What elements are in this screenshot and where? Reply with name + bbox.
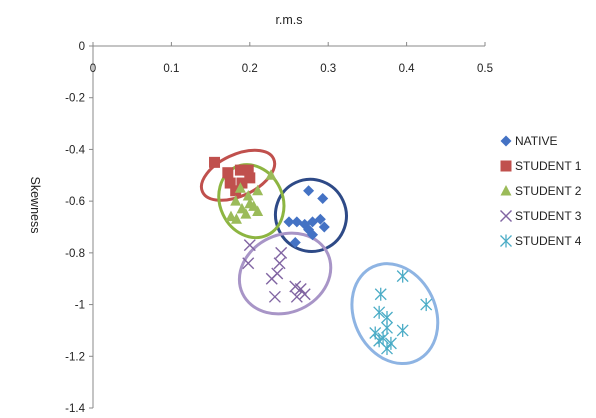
y-tick-label: -0.8 <box>65 248 85 260</box>
data-point-student-3 <box>298 288 311 301</box>
data-point-student-3 <box>243 239 256 252</box>
y-tick-label: 0 <box>79 41 85 53</box>
legend-item-student-1: STUDENT 1 <box>500 159 582 173</box>
data-point-student-3 <box>268 290 281 303</box>
cluster-outline-student-3 <box>237 231 333 316</box>
legend-item-native: NATIVE <box>500 134 557 148</box>
x-tick-label: 0 <box>90 63 96 75</box>
data-point-student-3 <box>273 257 286 270</box>
cluster-outlines <box>199 148 440 366</box>
data-point-native <box>317 193 329 205</box>
y-tick-label: -0.4 <box>65 144 85 156</box>
legend-marker-student-3 <box>500 210 512 222</box>
y-tick-label: -1.2 <box>65 351 85 363</box>
data-points <box>209 156 433 356</box>
data-point-native <box>318 221 330 233</box>
legend-label-student-3: STUDENT 3 <box>515 209 582 223</box>
axes: 0 0.1 0.2 0.3 0.4 0.5 0 -0.2 -0.4 -0.6 -0.8 -1 -1.2 -… <box>65 41 493 415</box>
data-point-native <box>289 237 301 249</box>
x-tick-label: 0.5 <box>477 63 493 75</box>
y-tick-label: -1 <box>75 300 85 312</box>
data-point-student-1 <box>224 177 236 189</box>
data-point-student-2 <box>242 189 254 201</box>
data-point-native <box>283 216 295 228</box>
legend-marker-student-2 <box>500 185 512 196</box>
data-point-student-3 <box>242 257 255 270</box>
cluster-outline-student-4 <box>350 262 440 366</box>
y-tick-label: -0.2 <box>65 93 85 105</box>
data-point-student-4 <box>396 269 409 283</box>
legend: NATIVE STUDENT 1 STUDENT 2 STUDENT 3 STUDENT… <box>500 134 582 248</box>
data-point-student-2 <box>252 205 264 216</box>
data-point-student-2 <box>240 208 252 219</box>
data-point-student-1 <box>222 167 234 179</box>
legend-marker-native <box>500 135 512 147</box>
legend-label-student-4: STUDENT 4 <box>515 234 582 248</box>
y-axis-title: Skewness <box>28 177 42 234</box>
data-point-student-1 <box>230 185 242 197</box>
data-point-student-4 <box>373 334 386 348</box>
data-point-student-2 <box>234 182 246 193</box>
data-point-student-3 <box>265 272 278 285</box>
data-point-student-1 <box>234 164 246 176</box>
data-point-student-2 <box>265 169 277 180</box>
legend-item-student-3: STUDENT 3 <box>500 209 582 223</box>
data-point-student-2 <box>230 213 242 224</box>
legend-item-student-4: STUDENT 4 <box>500 234 582 248</box>
y-tick-label: -1.4 <box>65 403 85 415</box>
data-point-student-3 <box>294 283 307 296</box>
data-point-student-1 <box>236 177 248 189</box>
data-point-native <box>303 185 315 197</box>
legend-label-student-1: STUDENT 1 <box>515 159 582 173</box>
data-point-student-4 <box>374 287 387 301</box>
data-point-student-4 <box>373 305 386 319</box>
x-axis-title: r.m.s <box>275 13 302 27</box>
x-tick-label: 0.4 <box>399 63 416 75</box>
data-point-student-4 <box>396 323 409 337</box>
legend-label-native: NATIVE <box>515 134 557 148</box>
x-tick-label: 0.2 <box>242 63 258 75</box>
data-point-student-2 <box>252 184 264 196</box>
legend-marker-student-4 <box>500 234 512 248</box>
x-tick-label: 0.3 <box>320 63 336 75</box>
data-point-student-1 <box>209 156 221 168</box>
y-tick-label: -0.6 <box>65 196 85 208</box>
data-point-student-4 <box>420 298 433 312</box>
data-point-native <box>314 213 326 225</box>
data-point-student-4 <box>381 321 393 335</box>
data-point-student-1 <box>244 172 256 184</box>
legend-label-student-2: STUDENT 2 <box>515 184 582 198</box>
legend-marker-student-1 <box>500 160 512 172</box>
data-point-student-3 <box>290 290 303 303</box>
x-tick-label: 0.1 <box>163 63 179 75</box>
data-point-student-1 <box>242 164 254 176</box>
data-point-native <box>307 229 319 241</box>
data-point-student-3 <box>275 246 288 259</box>
data-point-student-2 <box>230 195 242 206</box>
legend-item-student-2: STUDENT 2 <box>500 184 582 198</box>
